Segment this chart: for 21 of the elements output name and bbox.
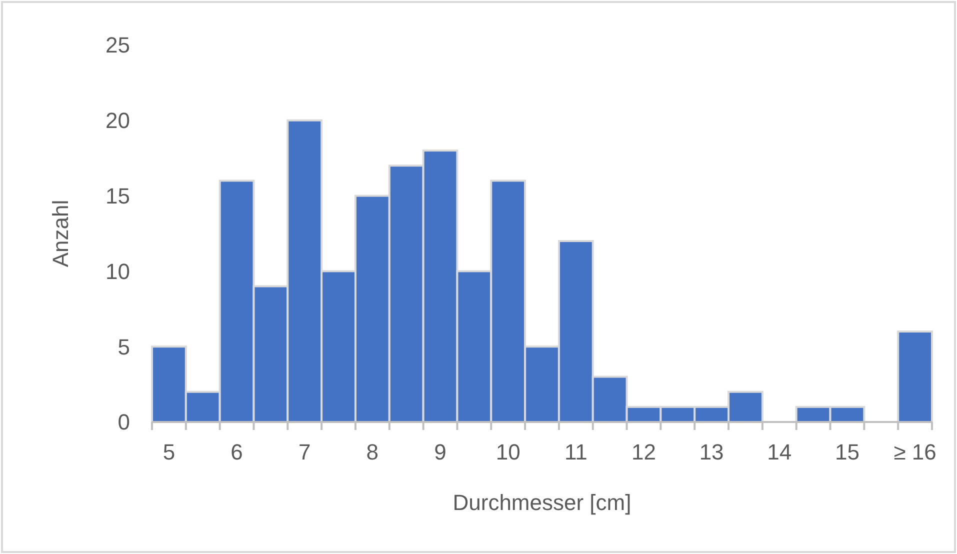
- y-tick-label: 10: [106, 258, 130, 284]
- x-tick-label: 15: [834, 440, 860, 465]
- x-tick-label: 10: [496, 440, 520, 465]
- x-tick-label: 8: [366, 440, 379, 465]
- y-axis-title: Anzahl: [48, 200, 73, 268]
- x-tick-label: 11: [564, 440, 588, 465]
- x-axis-title: Durchmesser [cm]: [452, 490, 632, 515]
- x-tick-label: 9: [434, 440, 446, 465]
- bar: [897, 330, 933, 423]
- x-tick-label: 6: [230, 440, 243, 465]
- x-tick-label: 5: [162, 440, 176, 465]
- y-tick-label: 20: [106, 108, 130, 134]
- y-tick-label: 15: [106, 184, 130, 208]
- x-tick-label: ≥ 16: [894, 440, 936, 465]
- x-tick-label: 13: [699, 440, 724, 465]
- y-tick-label: 0: [118, 410, 130, 435]
- x-tick-label: 14: [767, 440, 792, 465]
- y-tick-label: 25: [106, 32, 130, 58]
- x-tick-label: 12: [631, 440, 656, 465]
- y-tick-label: 5: [118, 334, 130, 360]
- x-tick-label: 7: [298, 440, 311, 465]
